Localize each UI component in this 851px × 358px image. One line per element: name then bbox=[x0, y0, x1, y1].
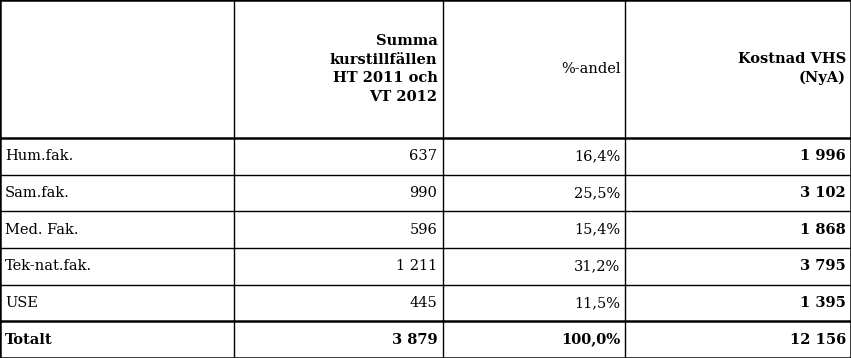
Text: USE: USE bbox=[5, 296, 38, 310]
Text: 596: 596 bbox=[409, 223, 437, 237]
Text: 3 102: 3 102 bbox=[800, 186, 846, 200]
Text: 1 395: 1 395 bbox=[800, 296, 846, 310]
Text: Hum.fak.: Hum.fak. bbox=[5, 149, 73, 163]
Text: 1 868: 1 868 bbox=[800, 223, 846, 237]
Text: Totalt: Totalt bbox=[5, 333, 53, 347]
Text: 3 795: 3 795 bbox=[800, 259, 846, 273]
Text: 1 211: 1 211 bbox=[397, 259, 437, 273]
Text: 3 879: 3 879 bbox=[391, 333, 437, 347]
Text: 11,5%: 11,5% bbox=[574, 296, 620, 310]
Text: Summa
kurstillfällen
HT 2011 och
VT 2012: Summa kurstillfällen HT 2011 och VT 2012 bbox=[330, 34, 437, 103]
Text: Sam.fak.: Sam.fak. bbox=[5, 186, 70, 200]
Text: Med. Fak.: Med. Fak. bbox=[5, 223, 78, 237]
Text: 100,0%: 100,0% bbox=[561, 333, 620, 347]
Text: 25,5%: 25,5% bbox=[574, 186, 620, 200]
Text: 15,4%: 15,4% bbox=[574, 223, 620, 237]
Text: 12 156: 12 156 bbox=[790, 333, 846, 347]
Text: 445: 445 bbox=[409, 296, 437, 310]
Text: 637: 637 bbox=[409, 149, 437, 163]
Text: %-andel: %-andel bbox=[561, 62, 620, 76]
Text: 1 996: 1 996 bbox=[800, 149, 846, 163]
Text: 31,2%: 31,2% bbox=[574, 259, 620, 273]
Text: 990: 990 bbox=[409, 186, 437, 200]
Text: Tek-nat.fak.: Tek-nat.fak. bbox=[5, 259, 92, 273]
Text: Kostnad VHS
(NyA): Kostnad VHS (NyA) bbox=[738, 52, 846, 86]
Text: 16,4%: 16,4% bbox=[574, 149, 620, 163]
